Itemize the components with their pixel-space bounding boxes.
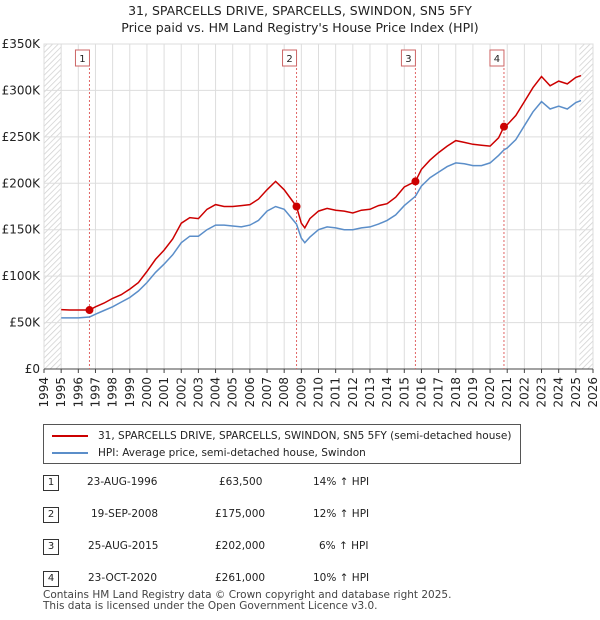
chart-legend: 31, SPARCELLS DRIVE, SPARCELLS, SWINDON,… [43, 424, 521, 464]
sale-label-box [489, 49, 505, 67]
x-tick-label: 2015 [397, 377, 411, 408]
sale-label-box [282, 49, 298, 67]
sale-label: 2 [286, 54, 292, 65]
x-tick-label: 2008 [277, 377, 291, 408]
series-line-property [61, 74, 582, 311]
x-tick-label: 2006 [243, 377, 257, 408]
transaction-badge: 2 [43, 507, 59, 523]
y-tick-label: £250K [2, 130, 42, 144]
transaction-hpi: 14% ↑ HPI [313, 476, 370, 488]
x-tick-label: 2021 [500, 377, 514, 408]
transaction-hpi: 6% ↑ HPI [319, 540, 369, 552]
transaction-price: £261,000 [215, 572, 266, 584]
x-tick-label: 1999 [123, 377, 137, 408]
transaction-price: £175,000 [215, 508, 266, 520]
x-tick-label: 1998 [106, 377, 120, 408]
x-tick-label: 2012 [346, 377, 360, 408]
y-tick-label: £50K [9, 316, 41, 330]
x-tick-label: 2007 [260, 377, 274, 408]
price-chart: £0 £50K £100K £150K £200K £250K £300K £350K 1994… [2, 37, 600, 408]
transaction-badge: 4 [43, 571, 59, 587]
legend-label-property: 31, SPARCELLS DRIVE, SPARCELLS, SWINDON,… [98, 430, 512, 442]
chart-title: 31, SPARCELLS DRIVE, SPARCELLS, SWINDON,… [128, 3, 472, 18]
x-tick-label: 2022 [517, 377, 531, 408]
sale-point [292, 202, 301, 211]
transaction-badge: 1 [43, 475, 59, 491]
series-line-hpi [61, 99, 582, 319]
x-tick-label: 1996 [71, 377, 85, 408]
x-tick-label: 2020 [483, 377, 497, 408]
x-tick-label: 1994 [37, 377, 51, 408]
x-tick-label: 2004 [209, 377, 223, 408]
y-tick-label: £300K [2, 83, 42, 97]
footer-notice: Contains HM Land Registry data © Crown c… [43, 590, 451, 612]
y-tick-label: £200K [2, 176, 42, 190]
transaction-price: £202,000 [215, 540, 266, 552]
sale-label: 4 [494, 54, 500, 65]
x-tick-label: 2019 [466, 377, 480, 408]
transaction-row: 1 23-AUG-1996 £63,500 14% ↑ HPI [43, 472, 463, 492]
legend-item-property: 31, SPARCELLS DRIVE, SPARCELLS, SWINDON,… [52, 428, 511, 444]
x-tick-label: 1995 [54, 377, 68, 408]
legend-label-hpi: HPI: Average price, semi-detached house,… [98, 447, 366, 459]
transaction-price: £63,500 [219, 476, 263, 488]
sale-point [411, 177, 420, 186]
footer-line-2: This data is licensed under the Open Gov… [43, 600, 378, 612]
x-tick-label: 2002 [174, 377, 188, 408]
x-tick-label: 2026 [586, 377, 600, 408]
legend-swatch-property [52, 435, 88, 437]
sale-point [499, 122, 508, 131]
y-tick-label: £350K [2, 37, 42, 51]
x-tick-label: 2009 [294, 377, 308, 408]
x-tick-label: 2000 [140, 377, 154, 408]
x-tick-label: 2025 [569, 377, 583, 408]
x-tick-label: 2016 [414, 377, 428, 408]
x-tick-label: 2005 [226, 377, 240, 408]
chart-subtitle: Price paid vs. HM Land Registry's House … [121, 20, 479, 35]
transaction-date: 23-OCT-2020 [88, 572, 157, 584]
x-tick-label: 2013 [363, 377, 377, 408]
x-tick-label: 2010 [312, 377, 326, 408]
x-tick-label: 2003 [191, 377, 205, 408]
sale-label: 1 [79, 54, 85, 65]
x-tick-label: 2001 [157, 377, 171, 408]
x-tick-label: 2024 [552, 377, 566, 408]
sale-label: 3 [405, 54, 411, 65]
sale-label-box [400, 49, 416, 67]
x-tick-label: 2011 [329, 377, 343, 408]
footer-line-1: Contains HM Land Registry data © Crown c… [43, 589, 452, 601]
x-tick-label: 2014 [380, 377, 394, 408]
legend-item-hpi: HPI: Average price, semi-detached house,… [52, 445, 366, 461]
legend-swatch-hpi [52, 452, 88, 454]
transaction-hpi: 10% ↑ HPI [313, 572, 370, 584]
x-tick-label: 2023 [535, 377, 549, 408]
sale-point [85, 306, 94, 315]
x-tick-label: 1997 [88, 377, 102, 408]
transaction-row: 4 23-OCT-2020 £261,000 10% ↑ HPI [43, 568, 463, 588]
transaction-date: 19-SEP-2008 [91, 508, 159, 520]
transaction-date: 23-AUG-1996 [87, 476, 158, 488]
transaction-date: 25-AUG-2015 [88, 540, 159, 552]
transaction-row: 2 19-SEP-2008 £175,000 12% ↑ HPI [43, 504, 463, 524]
sale-label-box [74, 49, 90, 67]
transaction-badge: 3 [43, 539, 59, 555]
transaction-hpi: 12% ↑ HPI [313, 508, 370, 520]
transaction-row: 3 25-AUG-2015 £202,000 6% ↑ HPI [43, 536, 463, 556]
hatched-region [44, 44, 62, 369]
x-tick-label: 2018 [449, 377, 463, 408]
y-tick-label: £0 [25, 362, 40, 376]
x-tick-label: 2017 [432, 377, 446, 408]
hatched-region [579, 44, 593, 369]
y-tick-label: £150K [2, 223, 42, 237]
y-tick-label: £100K [2, 269, 42, 283]
